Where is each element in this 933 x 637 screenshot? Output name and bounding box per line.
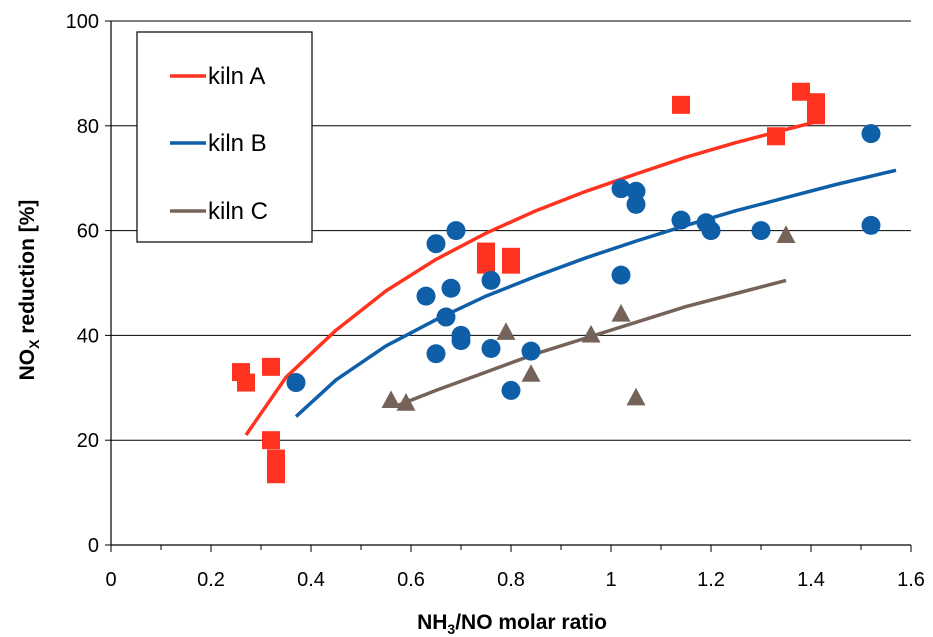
data-point-kiln-a: [262, 357, 280, 376]
data-point-kiln-b: [626, 181, 646, 201]
data-point-kiln-a: [237, 373, 255, 392]
x-axis-title: NH3/NO molar ratio: [417, 611, 607, 637]
data-point-kiln-a: [267, 449, 285, 468]
fit-curves: [244, 118, 897, 436]
data-point-kiln-a: [262, 431, 280, 450]
data-point-kiln-a: [267, 465, 285, 484]
data-points: [232, 82, 881, 484]
legend-label-kiln-b: kiln B: [208, 130, 267, 157]
data-point-kiln-b: [416, 286, 436, 306]
data-point-kiln-b: [426, 344, 446, 364]
data-point-kiln-b: [481, 339, 501, 358]
y-tick-label: 20: [77, 430, 99, 452]
x-tick-label: 1.4: [797, 569, 825, 591]
data-point-kiln-b: [451, 331, 471, 351]
data-point-kiln-c: [381, 390, 401, 408]
legend-box: [136, 31, 313, 243]
fit-curve-kiln-a: [244, 118, 822, 436]
x-tick-label: 0.8: [497, 569, 525, 591]
data-point-kiln-b: [626, 194, 646, 214]
data-point-kiln-b: [611, 179, 631, 199]
x-tick-label: 1.6: [897, 569, 925, 591]
data-point-kiln-b: [501, 380, 521, 400]
y-tick-label: 100: [66, 11, 99, 33]
x-tick-label: 0.2: [197, 569, 225, 591]
data-point-kiln-c: [521, 364, 541, 382]
tick-labels: 0 20 40 60 80 100 0 0.2 0.4 0.6 0.8 1 1.2 1.4 1.6: [66, 11, 925, 591]
x-tick-label: 0.6: [397, 569, 425, 591]
data-point-kiln-b: [751, 221, 771, 241]
y-tick-label: 60: [77, 221, 99, 243]
data-point-kiln-b: [521, 341, 541, 361]
axes: [105, 20, 912, 552]
data-point-kiln-b: [286, 373, 306, 393]
data-point-kiln-b: [611, 265, 631, 285]
data-point-kiln-a: [502, 255, 520, 274]
y-tick-label: 80: [77, 116, 99, 138]
x-tick-label: 0.4: [297, 569, 325, 591]
legend-label-kiln-c: kiln C: [208, 198, 268, 225]
data-point-kiln-b: [701, 221, 721, 241]
x-tick-label: 1.2: [697, 569, 725, 591]
data-point-kiln-b: [861, 124, 881, 144]
data-point-kiln-b: [446, 221, 466, 241]
data-point-kiln-a: [767, 127, 785, 146]
data-point-kiln-a: [477, 255, 495, 274]
data-point-kiln-b: [861, 215, 881, 235]
legend: kiln A kiln B kiln C: [136, 31, 313, 243]
data-point-kiln-b: [671, 210, 691, 230]
data-point-kiln-b: [481, 270, 501, 290]
y-tick-label: 0: [88, 535, 99, 557]
data-point-kiln-a: [807, 106, 825, 125]
data-point-kiln-c: [776, 225, 796, 243]
data-point-kiln-b: [436, 307, 456, 327]
y-tick-label: 40: [77, 325, 99, 347]
data-point-kiln-a: [672, 95, 690, 114]
data-point-kiln-a: [792, 82, 810, 101]
fit-curve-kiln-b: [294, 168, 897, 418]
data-point-kiln-c: [626, 387, 646, 406]
data-point-kiln-b: [441, 278, 461, 298]
data-point-kiln-c: [496, 322, 516, 340]
legend-label-kiln-a: kiln A: [208, 63, 265, 90]
data-point-kiln-c: [396, 393, 416, 411]
y-axis-title: NOX reduction [%]: [16, 200, 42, 381]
data-point-kiln-c: [581, 324, 601, 343]
x-tick-label: 1: [605, 569, 616, 591]
x-tick-label: 0: [105, 569, 116, 591]
data-point-kiln-b: [426, 234, 446, 254]
data-point-kiln-c: [611, 303, 631, 322]
